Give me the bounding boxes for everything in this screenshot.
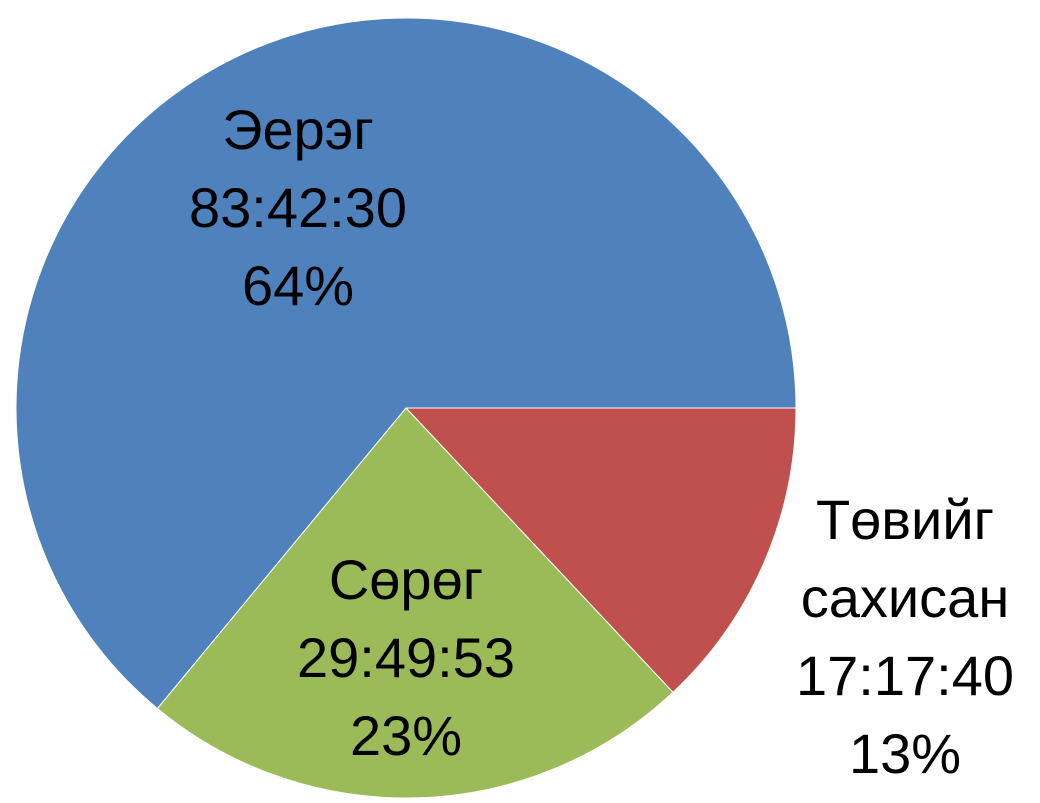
duration-label: 83:42:30 [189, 176, 407, 239]
duration-label: 17:17:40 [796, 644, 1014, 707]
value-label: 64% [241, 254, 355, 317]
pie-slice [15, 17, 797, 710]
pie-slice [156, 407, 674, 799]
pie-slice [404, 407, 797, 694]
value-label: 13% [848, 722, 962, 785]
slice-label: Төвийг сахисан 17:17:40 13% [780, 481, 1030, 793]
value-label: 23% [349, 704, 463, 767]
duration-label: 29:49:53 [297, 626, 515, 689]
category-label: Эерэг [222, 98, 374, 161]
category-label: Сөрөг [328, 548, 484, 611]
slice-label: Эерэг 83:42:30 64% [118, 91, 478, 325]
category-label: Төвийг сахисан [800, 488, 1010, 629]
slice-label: Сөрөг 29:49:53 23% [226, 541, 586, 775]
